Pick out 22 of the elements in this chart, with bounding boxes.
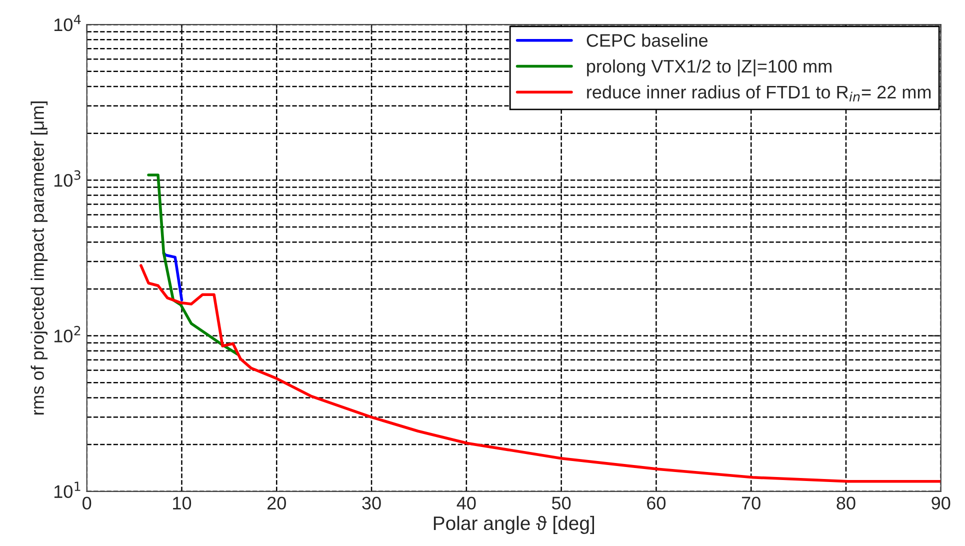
legend-label: reduce inner radius of FTD1 to R$_{in}$= 22 mm xyxy=(587,85,931,102)
x-tick-label: 0 xyxy=(82,496,92,510)
x-tick-label: 30 xyxy=(362,496,381,510)
y-tick-label: 10$^{1}$ xyxy=(54,482,80,498)
legend-label: CEPC baseline xyxy=(586,34,708,47)
legend-label: prolong VTX1/2 to |Z|=100 mm xyxy=(587,59,832,76)
line-series xyxy=(162,252,184,302)
line-series xyxy=(140,264,941,483)
x-tick-label: 60 xyxy=(647,496,666,510)
y-tick-label: 10$^{3}$ xyxy=(54,170,80,187)
line-series xyxy=(147,174,240,356)
x-tick-label: 70 xyxy=(742,496,760,510)
y-axis-title: rms of projected impact parameter [μm] xyxy=(30,102,48,414)
y-tick-label: 10$^{4}$ xyxy=(54,14,81,32)
x-axis-title: Polar angle ϑ [deg] xyxy=(434,516,594,534)
x-tick-label: 10 xyxy=(173,496,192,510)
y-tick-label: 10$^{2}$ xyxy=(54,326,80,342)
x-tick-label: 80 xyxy=(836,496,856,510)
x-tick-label: 50 xyxy=(552,496,571,510)
x-tick-label: 90 xyxy=(932,496,950,510)
x-tick-label: 20 xyxy=(268,496,286,510)
x-tick-label: 40 xyxy=(456,496,476,510)
